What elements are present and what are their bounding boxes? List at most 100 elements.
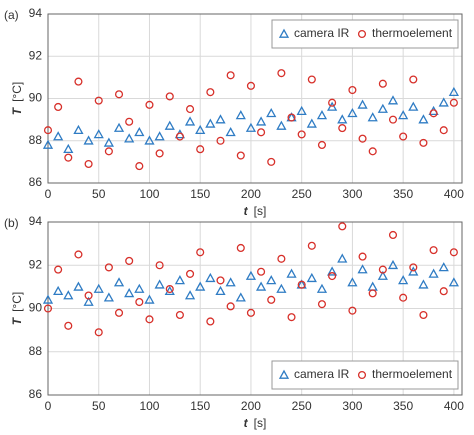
circle-marker [196,145,205,154]
triangle-marker [276,120,287,130]
circle-marker [429,109,438,118]
circle-marker [135,162,144,171]
triangle-marker [327,101,338,111]
series-circle [43,222,458,337]
circle-marker [257,267,266,276]
x-tick-label: 300 [342,399,362,413]
circle-marker [378,265,387,274]
circle-marker [348,86,357,95]
triangle-marker [448,277,459,287]
circle-marker [114,308,124,317]
y-axis-symbol: T [10,316,24,325]
triangle-marker [215,114,226,124]
triangle-marker [408,101,419,111]
circle-marker [357,29,367,39]
circle-marker [267,295,276,304]
triangle-marker [235,292,246,302]
triangle-marker [235,110,246,120]
triangle-marker [225,277,236,287]
triangle-marker [438,97,449,107]
circle-marker [54,102,63,111]
y-tick-label: 92 [29,257,43,271]
triangle-marker [195,281,206,291]
triangle-marker [387,259,399,270]
triangle-marker [286,268,297,278]
circle-marker [409,263,418,272]
x-tick-label: 100 [139,187,159,201]
plot-border [47,221,463,396]
triangle-marker [42,139,54,149]
circle-marker [399,293,408,302]
x-axis-label: t [s] [244,416,267,430]
legend-label: thermoelement [372,26,453,40]
triangle-marker [164,120,175,130]
triangle-marker [357,99,368,109]
legend-label: camera IR [294,26,350,40]
circle-marker [94,96,103,105]
y-tick-label: 94 [29,214,43,228]
x-tick-label: 300 [342,187,362,201]
series-triangle [42,86,459,154]
circle-marker [155,149,164,158]
x-tick-label: 350 [393,399,413,413]
triangle-marker [184,290,196,300]
circle-marker [368,289,377,298]
circle-marker [429,246,438,255]
y-tick-label: 88 [29,133,43,147]
x-tick-label: 150 [190,187,210,201]
triangle-marker [144,135,155,145]
triangle-marker [316,283,328,293]
y-axis-label: T [°C] [10,292,24,325]
triangle-marker [113,122,125,132]
circle-marker [338,222,347,231]
triangle-marker [103,137,114,147]
circle-marker [216,276,225,285]
triangle-marker [408,266,419,276]
circle-marker [206,88,215,97]
circle-marker [348,306,357,315]
circle-marker [257,128,266,137]
x-axis-symbol: t [244,204,249,218]
circle-marker [246,308,255,317]
triangle-marker [398,110,409,120]
circle-marker [104,263,113,272]
circle-marker [287,313,296,322]
circle-marker [196,248,205,257]
triangle-marker [428,268,439,278]
triangle-marker [184,116,196,126]
circle-marker [64,153,73,162]
x-axis-symbol: t [244,416,249,430]
triangle-marker [306,272,317,283]
triangle-marker [93,129,104,139]
legend-label: thermoelement [372,367,453,381]
x-tick-label: 50 [92,399,106,413]
triangle-marker [448,86,459,97]
circle-marker [388,230,398,240]
triangle-marker [327,266,338,276]
x-tick-label: 350 [393,187,413,201]
circle-marker [338,124,347,133]
triangle-marker [225,126,236,137]
triangle-marker [134,126,145,137]
x-tick-label: 400 [444,399,464,413]
legend: camera IR thermoelement [271,19,459,49]
circle-marker [449,98,458,107]
triangle-marker [195,124,206,135]
circle-marker [419,138,428,147]
x-tick-label: 0 [45,399,52,413]
circle-marker [84,291,93,300]
x-tick-label: 250 [292,187,312,201]
circle-marker [358,252,367,261]
triangle-marker [113,277,125,287]
y-tick-label: 90 [29,301,43,315]
triangle-marker [337,253,348,263]
triangle-marker [418,114,429,124]
circle-marker [236,151,245,160]
x-tick-label: 50 [92,187,106,201]
circle-marker [328,272,337,281]
x-tick-label: 400 [444,187,464,201]
x-axis-label: t [s] [244,204,267,218]
circle-marker [267,157,276,166]
circle-marker [297,280,306,289]
circle-marker [399,132,408,141]
